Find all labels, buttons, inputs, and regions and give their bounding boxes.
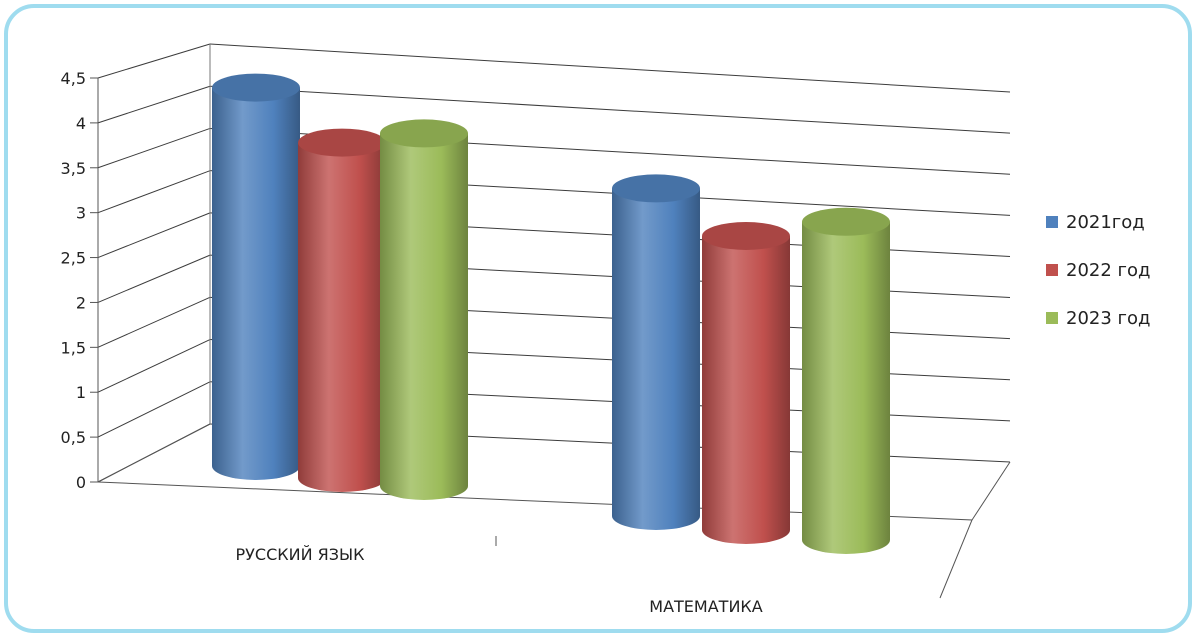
legend-label: 2022 год [1066,260,1150,281]
bar-russian-series-3 [380,119,468,500]
bar-math-series-2 [702,222,790,544]
side-wall-gridline [97,339,211,393]
bar-math-series-1 [612,174,700,530]
floor-outline [97,423,1011,599]
back-wall-gridline [209,43,1011,93]
legend-swatch [1046,216,1058,228]
chart-legend: 2021год 2022 год 2023 год [1046,212,1150,329]
chart-bars [212,73,890,555]
side-wall-gridline [97,296,211,348]
bar-body [612,188,700,530]
legend-swatch [1046,312,1058,324]
bar-body [212,87,300,480]
chart-floor [97,423,1011,599]
y-axis-tick-labels: 0 0,5 1 1,5 2 2,5 3 3,5 4 4,5 [61,69,98,492]
y-tick-label: 2,5 [61,249,86,268]
back-wall-gridline [209,85,1011,134]
side-wall-gridline [97,43,211,79]
side-wall-gridline [97,381,211,438]
y-tick-label: 2 [76,293,86,312]
y-tick-label: 3 [76,204,86,223]
side-wall-gridline [97,170,211,214]
x-category-label: МАТЕМАТИКА [649,597,762,616]
bar-math-series-3 [802,207,890,555]
bar-body [702,236,790,544]
y-tick-label: 3,5 [61,159,86,178]
side-wall-gridline [97,127,211,169]
bar-top [212,73,300,102]
x-axis-category-labels: РУССКИЙ ЯЗЫК МАТЕМАТИКА [236,545,763,616]
bar-russian-series-2 [298,128,386,492]
side-wall-gridline [97,254,211,303]
bar-body [802,221,890,555]
y-tick-label: 4,5 [61,69,86,88]
bar-body [298,142,386,492]
bar-top [612,174,700,203]
bar-top [802,207,890,236]
bar-body [380,133,468,500]
side-wall-gridline [97,85,211,124]
y-tick-label: 4 [76,114,86,133]
legend-swatch [1046,264,1058,276]
y-tick-label: 0 [76,473,86,492]
y-tick-label: 0,5 [61,428,86,447]
x-category-label: РУССКИЙ ЯЗЫК [236,545,366,564]
y-tick-label: 1,5 [61,338,86,357]
y-tick-label: 1 [76,383,86,402]
bar-top [702,222,790,250]
bar-top [298,128,386,157]
bar-top [380,119,468,148]
side-wall-gridline [97,212,211,259]
legend-label: 2023 год [1066,308,1150,329]
legend-label: 2021год [1066,212,1145,233]
bar-russian-series-1 [212,73,300,480]
